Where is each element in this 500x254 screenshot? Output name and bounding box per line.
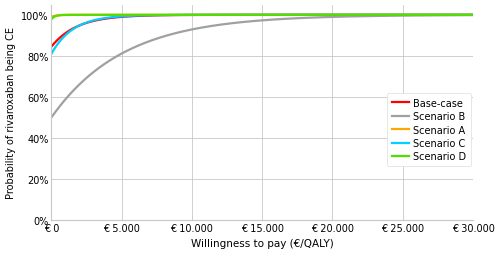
Scenario A [202,14,208,17]
Scenario D [210,14,216,17]
Line: Scenario C: Scenario C [52,16,473,55]
Scenario B [122,51,128,54]
Scenario B [228,23,234,26]
Scenario D [96,14,102,17]
Line: Base-case: Base-case [52,16,473,47]
Y-axis label: Probability of rivaroxaban being CE: Probability of rivaroxaban being CE [6,27,16,199]
Base-case [416,14,422,17]
Scenario D [462,14,468,17]
Scenario A [462,14,468,17]
Base-case [228,14,234,17]
Line: Scenario D: Scenario D [52,16,473,20]
Base-case [462,14,468,17]
Scenario B [96,67,102,70]
Scenario A [122,14,128,17]
Base-case [48,46,54,49]
Base-case [210,14,216,17]
Scenario B [416,15,422,18]
Scenario D [122,14,128,17]
Base-case [470,14,476,17]
Scenario C [210,14,216,17]
Scenario D [470,14,476,17]
Scenario A [470,14,476,17]
Scenario A [48,16,54,19]
Base-case [122,16,128,19]
Scenario B [48,117,54,120]
Scenario D [48,19,54,22]
Scenario B [462,14,468,18]
Scenario A [96,14,102,17]
Scenario C [122,15,128,19]
Line: Scenario A: Scenario A [52,16,473,18]
Scenario C [470,14,476,17]
Legend: Base-case, Scenario B, Scenario A, Scenario C, Scenario D: Base-case, Scenario B, Scenario A, Scena… [387,93,471,167]
Scenario B [470,14,476,18]
Line: Scenario B: Scenario B [52,16,473,118]
Scenario A [416,14,422,17]
Scenario B [210,25,216,28]
Base-case [96,19,102,22]
Scenario D [166,14,172,17]
Scenario C [96,19,102,22]
Scenario D [228,14,234,17]
Scenario C [462,14,468,17]
Scenario A [228,14,234,17]
Scenario A [210,14,216,17]
X-axis label: Willingness to pay (€/QALY): Willingness to pay (€/QALY) [191,239,334,248]
Scenario D [416,14,422,17]
Scenario C [48,53,54,56]
Scenario C [228,14,234,17]
Scenario C [416,14,422,17]
